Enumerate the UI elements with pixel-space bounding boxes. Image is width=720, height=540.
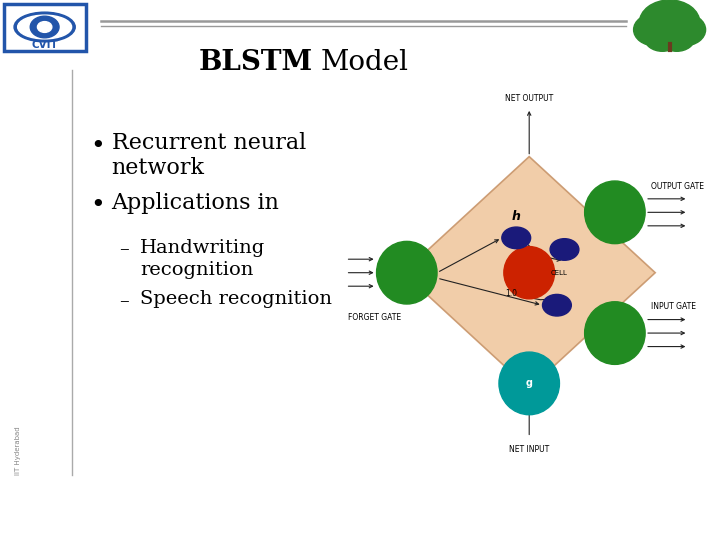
Text: INPUT GATE: INPUT GATE: [651, 302, 696, 312]
Circle shape: [639, 0, 700, 45]
Text: Model: Model: [320, 49, 408, 76]
Circle shape: [30, 16, 59, 38]
Text: •: •: [90, 194, 104, 218]
Ellipse shape: [585, 302, 645, 364]
Text: OUTPUT GATE: OUTPUT GATE: [651, 182, 704, 191]
Circle shape: [543, 294, 572, 316]
Ellipse shape: [377, 241, 437, 304]
Circle shape: [634, 14, 677, 46]
Text: BLSTM: BLSTM: [199, 49, 313, 76]
Text: Applications in: Applications in: [112, 192, 279, 214]
Circle shape: [550, 239, 579, 260]
Text: recognition: recognition: [140, 261, 253, 279]
Text: NET INPUT: NET INPUT: [509, 446, 549, 455]
Text: h: h: [512, 211, 521, 224]
Text: CELL: CELL: [551, 269, 567, 276]
Ellipse shape: [585, 181, 645, 244]
Text: NET OUTPUT: NET OUTPUT: [505, 93, 554, 103]
Text: 1.0: 1.0: [505, 289, 517, 298]
Text: Handwriting: Handwriting: [140, 239, 266, 256]
Circle shape: [659, 24, 695, 51]
Text: CVIT: CVIT: [31, 40, 58, 50]
Circle shape: [502, 227, 531, 248]
Text: –: –: [119, 240, 129, 258]
Text: –: –: [119, 292, 129, 309]
FancyBboxPatch shape: [4, 4, 86, 51]
Text: •: •: [90, 135, 104, 158]
Ellipse shape: [14, 12, 76, 42]
Polygon shape: [403, 157, 655, 389]
Circle shape: [662, 14, 706, 46]
Ellipse shape: [504, 247, 554, 299]
Circle shape: [644, 24, 680, 51]
Circle shape: [37, 22, 52, 32]
Ellipse shape: [17, 15, 72, 39]
Text: Speech recognition: Speech recognition: [140, 290, 333, 308]
Ellipse shape: [499, 352, 559, 415]
Text: g: g: [526, 379, 533, 388]
Text: IIT Hyderabad: IIT Hyderabad: [15, 427, 21, 475]
Text: FORGET GATE: FORGET GATE: [348, 313, 402, 322]
Text: network: network: [112, 157, 204, 179]
Text: Recurrent neural: Recurrent neural: [112, 132, 306, 154]
